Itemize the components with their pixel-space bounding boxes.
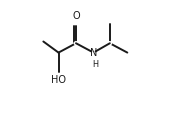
Text: H: H <box>92 60 98 69</box>
Text: HO: HO <box>51 75 66 85</box>
Text: N: N <box>90 48 97 58</box>
Text: O: O <box>72 11 80 21</box>
